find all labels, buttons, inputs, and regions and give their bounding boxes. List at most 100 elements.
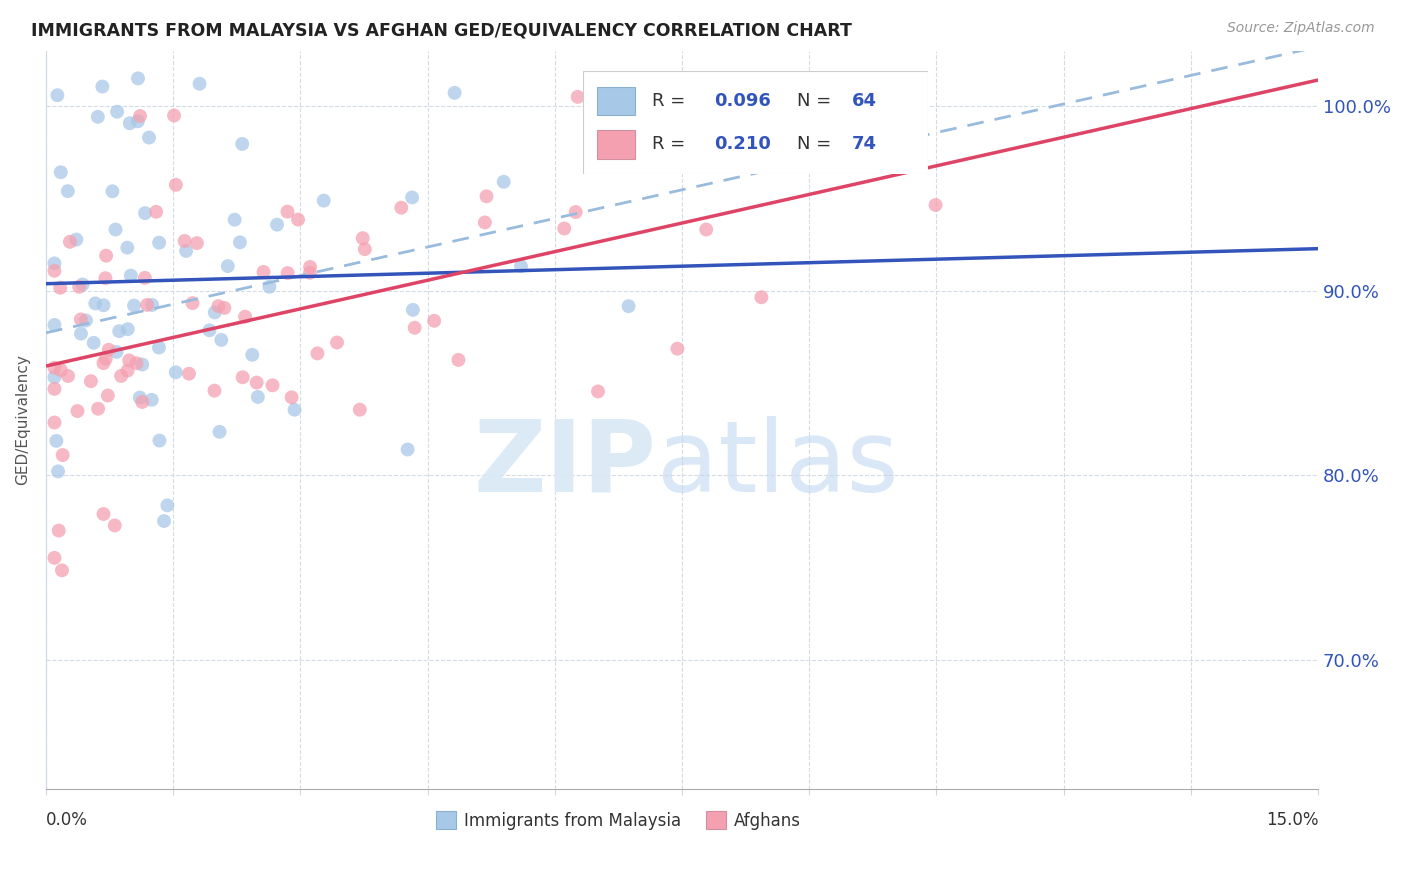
Point (751, 290, 773, 304)
Text: N =: N = (797, 136, 831, 153)
Point (280, 390, 302, 404)
Point (312, 194, 335, 208)
Point (49, 165, 72, 179)
Legend: Immigrants from Malaysia, Afghans: Immigrants from Malaysia, Afghans (429, 805, 808, 837)
Point (101, 184, 124, 198)
Point (87, 110, 110, 124)
Text: 15.0%: 15.0% (1265, 812, 1319, 830)
Point (163, 108, 186, 122)
Text: atlas: atlas (657, 416, 898, 513)
Point (617, 299, 640, 313)
Point (104, 518, 127, 533)
Point (87, 401, 110, 416)
Point (118, 353, 141, 368)
Point (553, 221, 575, 235)
Point (564, 205, 586, 219)
Point (110, 368, 132, 383)
Point (127, 114, 149, 128)
Point (122, 299, 145, 313)
Point (246, 376, 269, 390)
Point (59, 235, 82, 249)
Point (240, 348, 263, 362)
Point (148, 434, 170, 448)
Point (46, 464, 69, 478)
Point (44, 382, 66, 396)
Point (44, 264, 66, 278)
Point (666, 342, 689, 356)
Point (128, 391, 150, 405)
Point (353, 242, 375, 256)
Point (349, 402, 371, 417)
Point (389, 201, 412, 215)
Point (276, 204, 298, 219)
Point (125, 356, 148, 370)
Point (174, 244, 197, 258)
Point (52, 448, 75, 462)
Point (567, 90, 589, 104)
Point (307, 346, 329, 360)
Point (447, 352, 470, 367)
Point (207, 299, 229, 313)
Text: R =: R = (652, 136, 686, 153)
Point (231, 136, 253, 151)
Text: IMMIGRANTS FROM MALAYSIA VS AFGHAN GED/EQUIVALENCY CORRELATION CHART: IMMIGRANTS FROM MALAYSIA VS AFGHAN GED/E… (31, 21, 852, 39)
Point (117, 363, 139, 377)
Point (118, 116, 141, 130)
Point (510, 259, 533, 273)
Point (217, 259, 239, 273)
Text: N =: N = (797, 92, 831, 110)
Point (93, 507, 115, 521)
Point (44, 550, 66, 565)
Point (145, 204, 167, 219)
Text: ZIP: ZIP (474, 416, 657, 513)
Point (51, 563, 73, 577)
Point (93, 298, 115, 312)
Point (49, 363, 72, 377)
Point (136, 298, 159, 312)
Point (299, 260, 322, 274)
Point (181, 296, 204, 310)
Point (44, 256, 66, 270)
Point (49, 281, 72, 295)
Point (396, 442, 419, 457)
Point (84, 296, 107, 310)
Point (93, 356, 115, 370)
Point (252, 265, 274, 279)
Point (177, 367, 200, 381)
Point (141, 298, 163, 312)
Point (108, 324, 131, 338)
Point (208, 425, 231, 439)
Text: 0.096: 0.096 (714, 92, 772, 110)
Text: 0.0%: 0.0% (46, 812, 87, 830)
Point (117, 322, 139, 336)
Point (283, 402, 305, 417)
Point (475, 189, 498, 203)
Point (72, 277, 94, 292)
FancyBboxPatch shape (598, 130, 636, 159)
Point (67, 280, 90, 294)
Point (65, 233, 87, 247)
Point (277, 266, 299, 280)
Point (105, 345, 128, 359)
Point (120, 268, 142, 283)
Point (266, 218, 288, 232)
Point (204, 384, 226, 398)
Point (695, 222, 717, 236)
Point (186, 236, 208, 251)
Point (94, 351, 117, 366)
Point (134, 206, 156, 220)
Text: Source: ZipAtlas.com: Source: ZipAtlas.com (1227, 21, 1375, 36)
Point (797, 93, 820, 107)
Point (165, 365, 187, 379)
Point (80, 374, 103, 388)
Point (924, 198, 946, 212)
Point (229, 235, 252, 250)
Point (56, 369, 79, 384)
Point (44, 318, 66, 332)
Point (70, 312, 93, 326)
Point (474, 215, 496, 229)
Point (148, 235, 170, 250)
Point (105, 104, 128, 119)
Point (165, 178, 187, 192)
Point (148, 341, 170, 355)
